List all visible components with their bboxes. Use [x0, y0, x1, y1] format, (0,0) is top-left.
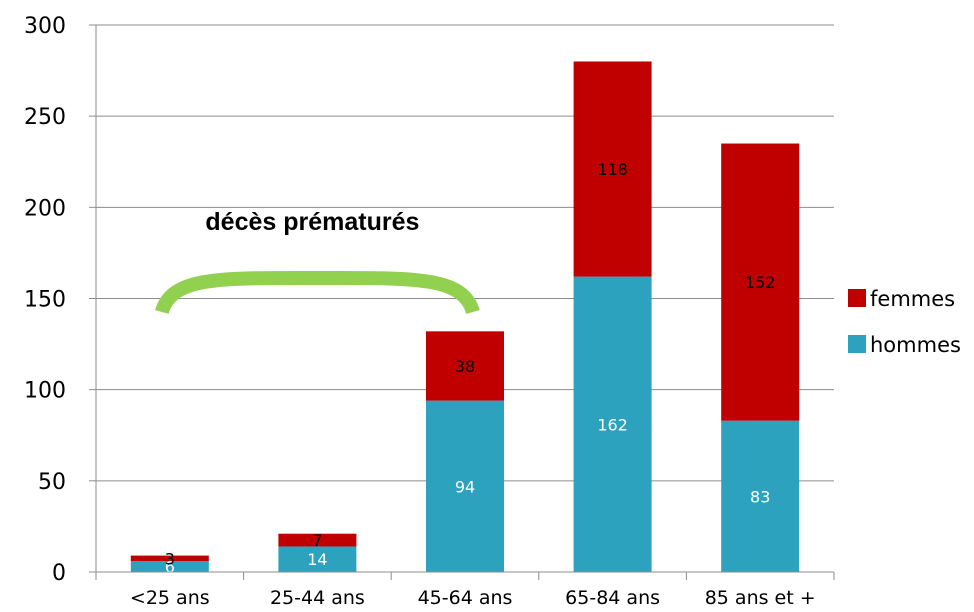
- data-label-hommes-3: 162: [597, 415, 628, 434]
- annotation-label: décès prématurés: [205, 208, 419, 236]
- y-tick-label-100: 100: [24, 379, 66, 404]
- data-label-hommes-4: 83: [750, 487, 770, 506]
- bar-hommes-3: [573, 276, 652, 572]
- legend-label-femmes: femmes: [870, 287, 955, 311]
- axes: [95, 25, 834, 573]
- bar-hommes-4: [721, 420, 800, 572]
- data-label-femmes-2: 38: [455, 357, 475, 376]
- y-tick-label-300: 300: [24, 14, 66, 39]
- legend-swatch-femmes: [848, 289, 866, 307]
- x-tick-label-2: 45-64 ans: [418, 587, 513, 609]
- premature-deaths-arc: [155, 270, 480, 315]
- x-tick-label-1: 25-44 ans: [270, 587, 365, 609]
- bar-hommes-1: [278, 546, 357, 572]
- data-label-hommes-1: 14: [307, 550, 327, 569]
- bar-femmes-4: [721, 143, 800, 421]
- data-label-hommes-0: 6: [165, 558, 175, 577]
- y-tick-label-0: 0: [52, 561, 66, 586]
- y-tick-label-150: 150: [24, 288, 66, 313]
- legend-label-hommes: hommes: [870, 333, 961, 357]
- y-tick-label-50: 50: [38, 470, 66, 495]
- bars: 63 147 94 38 162 118 83 152: [130, 61, 800, 577]
- x-axis: <25 ans 25-44 ans 45-64 ans 65-84 ans 85 ans…: [95, 572, 835, 609]
- data-label-hommes-2: 94: [455, 477, 475, 496]
- y-axis: 0 50 100 150 200 250 300: [24, 14, 96, 586]
- y-tick-label-200: 200: [24, 196, 66, 221]
- y-tick-label-250: 250: [24, 105, 66, 130]
- data-label-femmes-3: 118: [597, 160, 628, 179]
- annotation: décès prématurés: [155, 208, 480, 315]
- data-label-femmes-4: 152: [745, 273, 776, 292]
- bar-femmes-0: [130, 555, 209, 562]
- legend-swatch-hommes: [848, 335, 866, 353]
- x-tick-label-3: 65-84 ans: [565, 587, 660, 609]
- bar-hommes-0: [130, 561, 209, 572]
- x-tick-label-4: 85 ans et +: [705, 587, 816, 609]
- legend: femmes hommes: [848, 287, 961, 357]
- data-label-femmes-1: 7: [312, 531, 322, 550]
- bar-femmes-1: [278, 533, 357, 547]
- data-label-femmes-0: 3: [165, 549, 175, 568]
- bar-femmes-2: [426, 331, 504, 401]
- x-tick-label-0: <25 ans: [130, 587, 210, 609]
- bar-femmes-3: [573, 61, 652, 277]
- bar-hommes-2: [426, 400, 504, 572]
